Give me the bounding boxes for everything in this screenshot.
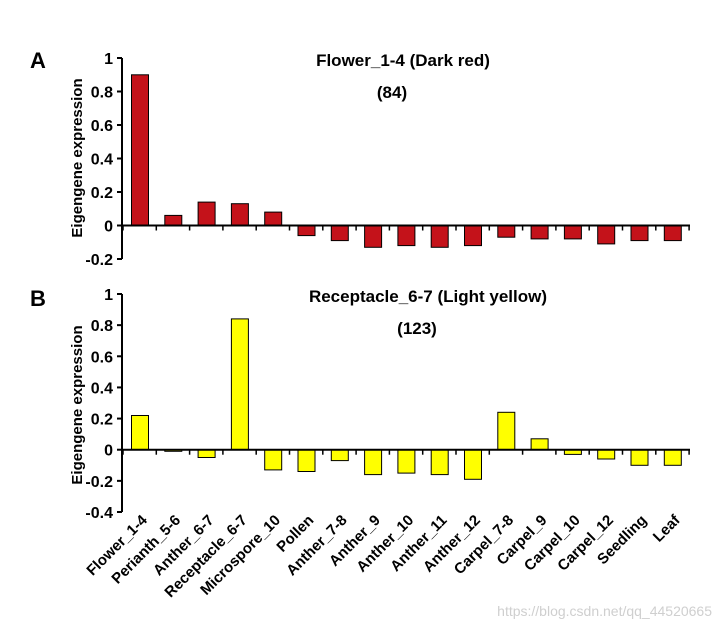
panel-a-bar-5	[297, 225, 316, 237]
panel-b-bar-9	[430, 449, 449, 476]
panel-a-bar-0	[131, 74, 149, 227]
panel-a-bar-10	[464, 225, 482, 247]
panel-b-plot: 1 0.8 0.6 0.4 0.2 0 -0.2 -0.4	[85, 287, 690, 522]
panel-b-subtitle: (123)	[397, 319, 437, 338]
panel-a-ytick-label: 0.2	[91, 185, 113, 202]
category-labels: Flower_1-4Perianth_5-6Anther_6-7Receptac…	[83, 511, 684, 601]
panel-b-ylabel: Eigengene expression	[69, 325, 86, 484]
panel-a-title: Flower_1-4 (Dark red)	[316, 51, 490, 70]
panel-a-bar-6	[330, 225, 349, 242]
panel-a-bar-7	[364, 225, 383, 248]
panel-b-ytick-label: 0.2	[91, 412, 113, 429]
panel-a-bar-11	[497, 225, 516, 238]
panel-a-bar-8	[397, 225, 416, 247]
panel-a-bar-14	[597, 225, 616, 245]
panel-b-bar-6	[330, 449, 349, 462]
panel-b-bar-16	[663, 449, 682, 466]
panel-b-ytick-label: -0.4	[85, 505, 113, 522]
panel-b-bar-2	[197, 449, 216, 459]
panel-b-bar-11	[497, 411, 516, 451]
panel-a-bar-12	[530, 225, 549, 240]
panel-b-bar-7	[364, 449, 383, 476]
panel-b-bar-12	[530, 438, 549, 451]
panel-b-ytick-label: 0.6	[91, 349, 113, 366]
panel-a-ytick-label: -0.2	[85, 252, 113, 269]
panel-a-bar-4	[264, 211, 283, 227]
panel-b-bar-3	[230, 318, 249, 451]
panel-b-ytick-label: 0.8	[91, 318, 113, 335]
panel-b-ytick-label: 0.4	[91, 380, 113, 397]
panel-b-bar-15	[630, 449, 649, 466]
panel-b-title: Receptacle_6-7 (Light yellow)	[309, 287, 547, 306]
panel-a-ytick-label: 0	[104, 219, 113, 236]
category-label: Leaf	[650, 511, 685, 546]
panel-a-bar-16	[663, 225, 682, 242]
panel-a-plot: 1 0.8 0.6 0.4 0.2 0 -0.2	[85, 51, 690, 269]
panel-a-bar-3	[230, 203, 249, 226]
panel-a-ytick-label: 0.6	[91, 118, 113, 135]
panel-a-ytick-label: 0.4	[91, 152, 113, 169]
panel-b-ytick-label: -0.2	[85, 474, 113, 491]
panel-b-ytick-label: 1	[104, 287, 113, 304]
panel-b-bar-5	[297, 449, 316, 473]
panel-b-bar-8	[397, 449, 416, 474]
panel-a-ytick-label: 0.8	[91, 85, 113, 102]
panel-label-a: A	[30, 48, 46, 73]
panel-b-bar-0	[131, 415, 149, 451]
panel-b-bar-10	[464, 449, 482, 480]
panel-a-subtitle: (84)	[377, 83, 407, 102]
panel-b-ytick-label: 0	[104, 443, 113, 460]
panel-label-b: B	[30, 286, 46, 311]
panel-a-bar-13	[563, 225, 582, 240]
panel-a-bar-9	[430, 225, 449, 248]
panel-b-bar-14	[597, 449, 616, 460]
panel-b-bar-4	[264, 449, 283, 471]
panel-a-ytick-label: 1	[104, 51, 113, 68]
panel-a-bar-2	[197, 201, 216, 227]
panel-a-ylabel: Eigengene expression	[69, 78, 86, 237]
watermark: https://blog.csdn.net/qq_44520665	[497, 603, 712, 619]
panel-a-bar-15	[630, 225, 649, 242]
panel-a-bar-1	[164, 214, 183, 226]
